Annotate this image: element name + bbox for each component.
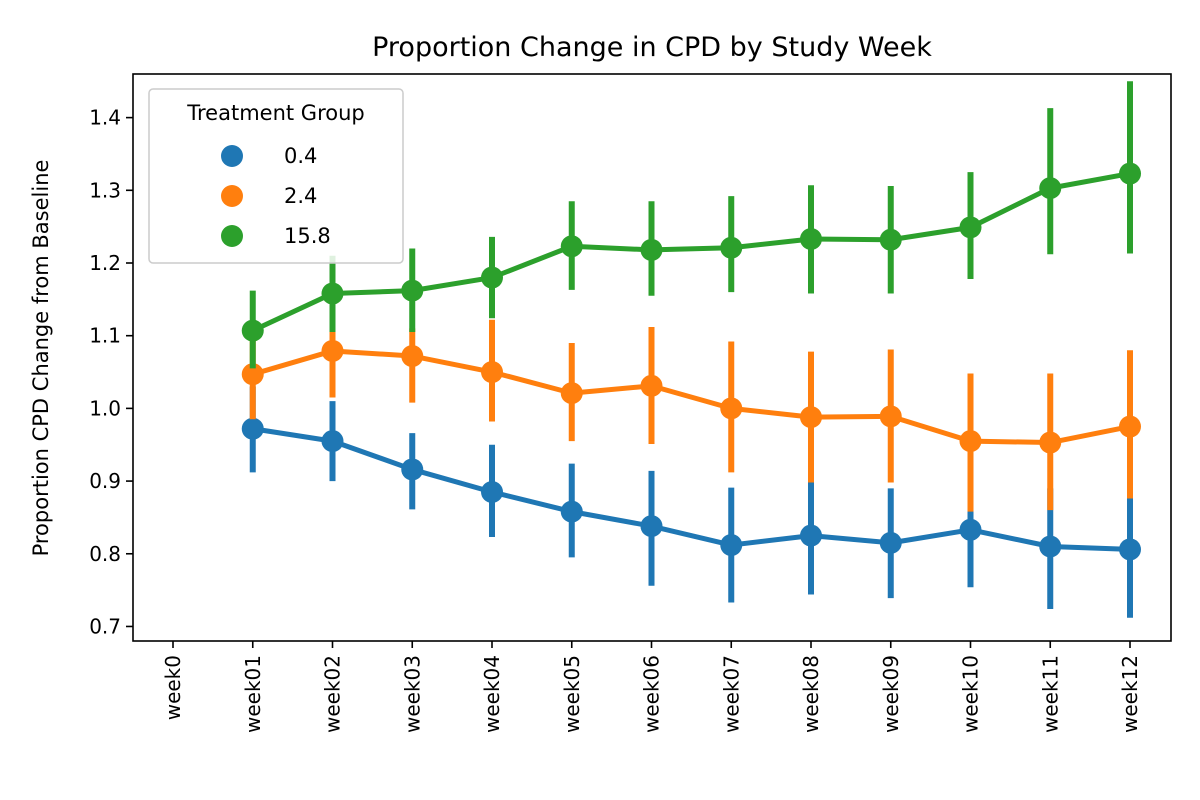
data-point bbox=[879, 228, 902, 251]
data-point bbox=[640, 374, 663, 397]
data-point bbox=[800, 406, 822, 429]
data-point bbox=[481, 480, 503, 503]
data-point bbox=[959, 518, 982, 541]
axes: 0.7 0.8 0.9 1.0 1.1 1.2 1.3 1.4 week0 week01 week0… bbox=[89, 73, 1172, 733]
x-tick-label: week07 bbox=[719, 655, 743, 733]
x-tick-label: week10 bbox=[959, 655, 983, 733]
data-point bbox=[800, 524, 822, 547]
legend-marker bbox=[221, 145, 243, 167]
x-tick-label: week09 bbox=[879, 655, 903, 733]
data-point bbox=[959, 430, 982, 453]
x-tick-label: week05 bbox=[560, 655, 584, 733]
data-point bbox=[1119, 538, 1141, 561]
data-point bbox=[481, 361, 503, 384]
data-point bbox=[481, 266, 503, 289]
data-point bbox=[321, 282, 344, 305]
data-point bbox=[640, 515, 663, 538]
y-tick-label: 1.3 bbox=[89, 178, 121, 202]
x-tick-label: week06 bbox=[640, 655, 664, 733]
y-tick-label: 1.1 bbox=[89, 324, 121, 348]
legend: Treatment Group 0.4 2.4 15.8 bbox=[148, 88, 404, 264]
data-point bbox=[241, 363, 264, 386]
data-point bbox=[560, 500, 583, 523]
legend-label: 15.8 bbox=[284, 224, 331, 248]
series-line bbox=[250, 348, 1133, 446]
y-tick-label: 1.2 bbox=[89, 251, 121, 275]
data-point bbox=[560, 235, 583, 258]
series-2 bbox=[241, 306, 1141, 512]
y-tick-label: 0.8 bbox=[89, 542, 121, 566]
y-tick-label: 1.0 bbox=[89, 396, 121, 420]
legend-box bbox=[148, 88, 404, 264]
data-point bbox=[241, 319, 264, 342]
legend-marker bbox=[221, 185, 243, 207]
data-point bbox=[1119, 415, 1141, 438]
series-line bbox=[250, 426, 1133, 552]
x-tick-label: week03 bbox=[400, 655, 424, 733]
legend-marker bbox=[221, 225, 243, 247]
data-point bbox=[1039, 177, 1062, 200]
data-point bbox=[321, 339, 344, 362]
x-tick-label: week0 bbox=[161, 655, 185, 720]
series-line bbox=[250, 171, 1133, 334]
data-point bbox=[800, 228, 822, 251]
legend-label: 0.4 bbox=[284, 144, 317, 168]
y-tick-label: 0.9 bbox=[89, 469, 121, 493]
data-point bbox=[1119, 162, 1141, 185]
data-point bbox=[720, 236, 743, 259]
x-tick-label: week02 bbox=[321, 655, 345, 733]
y-tick-label: 1.4 bbox=[89, 106, 121, 130]
y-tick-label: 0.7 bbox=[89, 614, 121, 638]
data-point bbox=[1039, 431, 1062, 454]
data-point bbox=[241, 417, 264, 440]
data-point bbox=[1039, 535, 1062, 558]
data-point bbox=[401, 345, 424, 368]
data-point bbox=[560, 382, 583, 405]
data-point bbox=[879, 405, 902, 428]
x-tick-label: week08 bbox=[799, 655, 823, 733]
data-point bbox=[640, 238, 663, 261]
x-tick-label: week04 bbox=[480, 655, 504, 733]
legend-label: 2.4 bbox=[284, 184, 317, 208]
y-axis-label: Proportion CPD Change from Baseline bbox=[29, 160, 53, 557]
chart-title: Proportion Change in CPD by Study Week bbox=[372, 32, 932, 63]
data-point bbox=[720, 534, 743, 557]
plot-area bbox=[241, 81, 1141, 618]
data-point bbox=[321, 430, 344, 453]
x-tick-label: week01 bbox=[241, 655, 265, 733]
series-1 bbox=[241, 386, 1141, 618]
x-tick-label: week11 bbox=[1038, 655, 1062, 733]
series-3 bbox=[241, 81, 1141, 369]
legend-title: Treatment Group bbox=[186, 101, 364, 125]
data-point bbox=[401, 279, 424, 302]
data-point bbox=[401, 458, 424, 481]
x-tick-label: week12 bbox=[1118, 655, 1142, 733]
data-point bbox=[879, 531, 902, 554]
data-point bbox=[720, 397, 743, 420]
data-point bbox=[959, 216, 982, 239]
